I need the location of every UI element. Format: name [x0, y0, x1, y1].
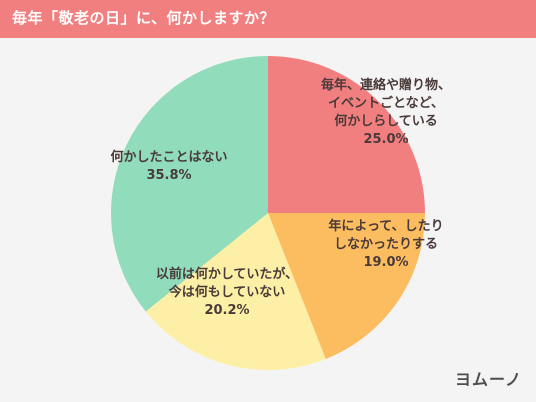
slice-category-label: 以前は何かしていたが、	[156, 266, 298, 282]
slice-category-label: イベントごとなど、	[328, 95, 444, 111]
pie-chart: 毎年、連絡や贈り物、イベントごとなど、何かしらしている 25.0% 年によって、した…	[110, 56, 451, 370]
slice-category-label: しなかったりする	[334, 237, 438, 252]
slice-category-label: 毎年、連絡や贈り物、	[321, 77, 451, 93]
slice-category-label: 年によって、したり	[328, 218, 443, 234]
slice-value-label: 25.0%	[363, 132, 408, 147]
slice-category-label: 何かしたことはない	[110, 149, 227, 165]
brand-logo: ヨムーノ	[454, 370, 522, 389]
slice-category-label: 何かしらしている	[334, 113, 438, 129]
pie-slice	[268, 213, 425, 359]
slice-value-label: 19.0%	[363, 255, 408, 270]
title-bar: 毎年「敬老の日」に、何かしますか？	[0, 0, 536, 38]
pie-slice	[145, 213, 326, 370]
chart-title: 毎年「敬老の日」に、何かしますか？	[12, 9, 276, 27]
slice-value-label: 20.2%	[204, 303, 249, 318]
pie-slice	[268, 56, 425, 213]
pie-slice	[110, 56, 268, 312]
slice-value-label: 35.8%	[146, 168, 191, 183]
slice-category-label: 今は何もしていない	[168, 284, 286, 300]
